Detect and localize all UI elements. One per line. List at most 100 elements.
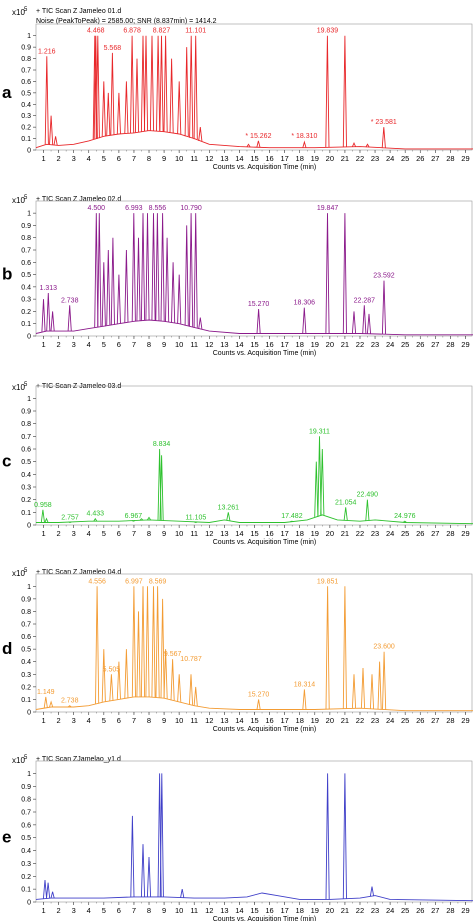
x-tick-label: 5 xyxy=(102,154,106,163)
x-tick-label: 2 xyxy=(57,529,61,538)
x-tick-label: 12 xyxy=(205,529,213,538)
y-tick-label: 0.7 xyxy=(21,68,31,75)
x-tick-label: 7 xyxy=(132,340,136,349)
panel-title: + TIC Scan Z Jameleo 03.d xyxy=(36,383,121,390)
tic-peak xyxy=(101,649,106,702)
plot-frame xyxy=(35,760,473,903)
x-tick-label: 20 xyxy=(326,529,334,538)
x-tick-label: 8 xyxy=(147,154,151,163)
x-tick-label: 15 xyxy=(250,906,258,915)
y-scale-label: x10 xyxy=(12,569,25,578)
y-tick-label: 0.4 xyxy=(21,472,31,479)
x-tick-label: 13 xyxy=(220,340,228,349)
peak-label: 1.149 xyxy=(37,689,55,696)
x-tick-label: 3 xyxy=(72,340,76,349)
tic-peak xyxy=(159,455,164,521)
tic-peak xyxy=(351,674,357,709)
y-scale-exponent: 5 xyxy=(24,7,28,13)
tic-peak xyxy=(40,509,45,523)
x-tick-label: 22 xyxy=(356,154,364,163)
tic-peak xyxy=(325,35,330,148)
tic-peak xyxy=(193,35,198,140)
peak-label: 4.556 xyxy=(88,578,106,585)
tic-peak xyxy=(41,299,46,332)
y-tick-label: 0.5 xyxy=(21,459,31,466)
plot-frame xyxy=(35,385,473,526)
y-tick-label: 0.8 xyxy=(21,609,31,616)
x-tick-label: 12 xyxy=(205,340,213,349)
x-tick-label: 17 xyxy=(280,154,288,163)
tic-peak xyxy=(43,696,48,708)
x-tick-label: 2 xyxy=(57,340,61,349)
x-tick-label: 24 xyxy=(386,906,394,915)
y-tick-label: 0.3 xyxy=(21,297,31,304)
x-tick-label: 23 xyxy=(371,716,379,725)
x-tick-label: 3 xyxy=(72,154,76,163)
x-tick-label: 22 xyxy=(356,716,364,725)
tic-peak xyxy=(50,311,55,332)
x-tick-label: 2 xyxy=(57,716,61,725)
x-tick-label: 23 xyxy=(371,906,379,915)
x-tick-label: 11 xyxy=(190,716,198,725)
x-tick-label: 6 xyxy=(117,529,121,538)
tic-peak xyxy=(365,143,370,148)
tic-peak xyxy=(95,35,100,139)
tic-peak xyxy=(169,58,174,133)
tic-peak xyxy=(53,136,58,146)
tic-peak xyxy=(130,35,135,134)
tic-peak xyxy=(49,115,54,145)
y-scale-label: x10 xyxy=(12,756,25,765)
x-tick-label: 26 xyxy=(416,906,424,915)
x-tick-label: 11 xyxy=(190,154,198,163)
x-axis-label: Counts vs. Acquisition Time (min) xyxy=(213,916,316,921)
x-tick-label: 12 xyxy=(205,906,213,915)
x-tick-label: 10 xyxy=(175,529,183,538)
tic-peak xyxy=(381,127,386,148)
x-tick-label: 19 xyxy=(311,716,319,725)
tic-baseline-trace xyxy=(35,696,473,712)
panel-title: + TIC Scan ZJamelao_y1.d xyxy=(36,756,121,763)
x-tick-label: 11 xyxy=(190,529,198,538)
tic-peak xyxy=(160,213,165,322)
tic-peak xyxy=(140,586,146,697)
y-tick-label: 0 xyxy=(27,523,31,530)
panel-title: + TIC Scan Z Jameleo 01.d xyxy=(36,8,121,15)
x-tick-label: 4 xyxy=(87,340,91,349)
plot-frame xyxy=(35,573,473,713)
tic-peak xyxy=(151,213,156,321)
x-tick-label: 24 xyxy=(386,340,394,349)
tic-peak xyxy=(177,274,182,324)
peak-label: 2.738 xyxy=(61,698,79,705)
y-scale-exponent: 5 xyxy=(24,755,28,761)
y-tick-label: 0.6 xyxy=(21,79,31,86)
tic-peak xyxy=(101,81,106,137)
x-tick-label: 6 xyxy=(117,906,121,915)
tic-peak xyxy=(136,611,141,697)
x-tick-label: 2 xyxy=(57,906,61,915)
tic-peak xyxy=(402,520,407,523)
y-tick-label: 1 xyxy=(27,211,31,218)
tic-peak xyxy=(302,140,307,148)
x-tick-label: 24 xyxy=(386,529,394,538)
y-tick-label: 0 xyxy=(27,900,31,907)
tic-peak xyxy=(94,213,99,328)
x-tick-label: 14 xyxy=(235,906,243,915)
x-tick-label: 15 xyxy=(250,154,258,163)
tic-peak xyxy=(381,280,387,335)
y-scale-label: x10 xyxy=(12,8,25,17)
tic-peak xyxy=(106,249,111,326)
tic-peak xyxy=(317,436,322,516)
peak-label: 17.482 xyxy=(281,513,303,520)
tic-peak xyxy=(325,213,330,334)
tic-peak xyxy=(46,292,51,332)
x-tick-label: 9 xyxy=(162,906,166,915)
y-tick-label: 0.4 xyxy=(21,102,31,109)
tic-peak xyxy=(147,516,151,521)
x-tick-label: 17 xyxy=(280,906,288,915)
peak-label: 15.270 xyxy=(248,301,270,308)
tic-baseline-trace xyxy=(35,892,474,902)
y-tick-label: 0.4 xyxy=(21,284,31,291)
tic-peak xyxy=(325,773,330,900)
x-tick-label: 6 xyxy=(117,716,121,725)
